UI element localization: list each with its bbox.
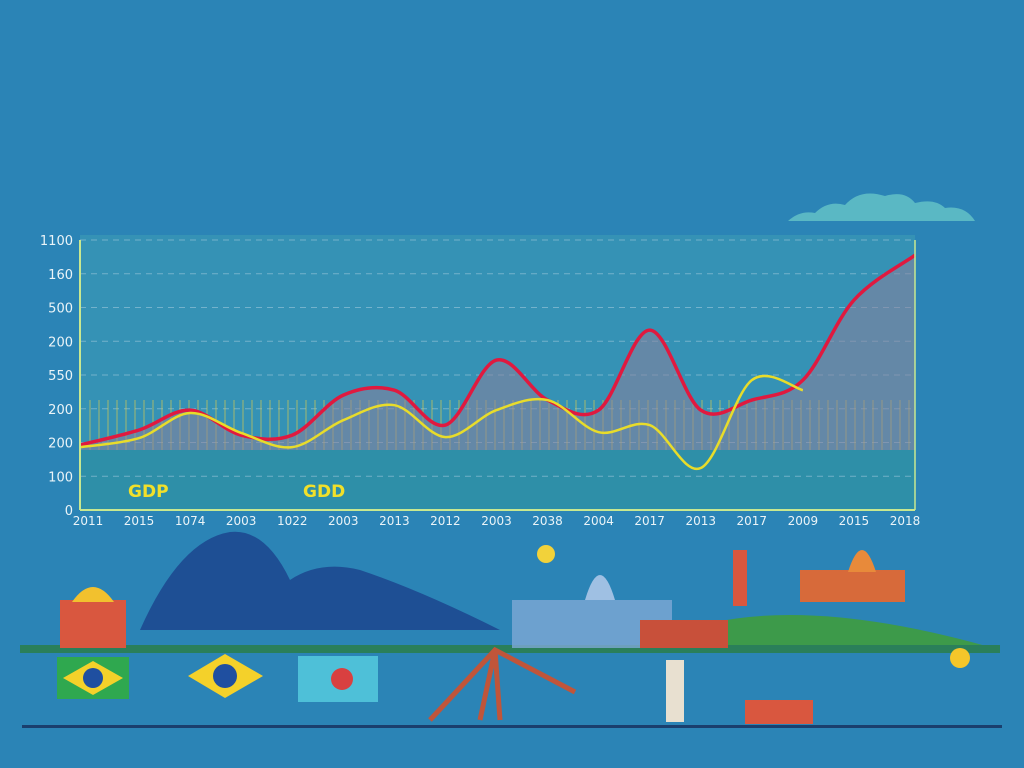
- building-left: [60, 600, 126, 648]
- y-tick-label: 200: [48, 403, 73, 418]
- brazil-landmarks-illustration: [20, 531, 1002, 728]
- hill-green: [640, 615, 1000, 650]
- sun-icon: [950, 648, 970, 668]
- ground-strip: [20, 645, 1000, 653]
- series-line-1: [79, 374, 804, 471]
- lower-band: [80, 450, 915, 510]
- crane: [428, 646, 577, 722]
- y-tick-label: 1100: [40, 234, 73, 249]
- x-tick-label: 2003: [226, 514, 257, 528]
- x-tick-label: 1022: [277, 514, 308, 528]
- x-tick-label: 2015: [839, 514, 870, 528]
- x-tick-label: 1074: [175, 514, 206, 528]
- x-tick-label: 2012: [430, 514, 461, 528]
- x-tick-label: 2003: [328, 514, 359, 528]
- y-tick-label: 100: [48, 470, 73, 485]
- x-tick-label: 2015: [124, 514, 155, 528]
- x-tick-label: 2013: [379, 514, 410, 528]
- lighthouse: [666, 660, 684, 722]
- y-tick-label: 0: [65, 504, 73, 519]
- y-tick-label: 550: [48, 369, 73, 384]
- x-tick-label: 2004: [583, 514, 614, 528]
- x-tick-label: 2003: [481, 514, 512, 528]
- house-red: [745, 700, 813, 724]
- dome-yellow: [72, 587, 114, 602]
- annotation-gdp: GDP: [128, 482, 169, 502]
- cathedral: [800, 570, 905, 602]
- flag-globe: [83, 668, 103, 688]
- cloud: [788, 193, 975, 221]
- x-tick-label: 2017: [634, 514, 665, 528]
- y-tick-label: 500: [48, 302, 73, 317]
- moon-icon: [537, 545, 555, 563]
- church-red: [640, 620, 728, 648]
- cathedral-dome: [848, 550, 876, 572]
- flag-3-emblem: [331, 668, 353, 690]
- tower: [733, 550, 747, 606]
- y-tick-label: 200: [48, 335, 73, 350]
- ground-line: [22, 725, 1002, 728]
- y-tick-label: 160: [48, 268, 73, 283]
- x-tick-label: 2038: [532, 514, 563, 528]
- x-tick-label: 2011: [73, 514, 104, 528]
- line-chart: 1100 160 500 200 550 200 200 100 0 2011 2015 1074 2…: [40, 193, 975, 528]
- capitol-dome: [585, 575, 615, 600]
- mountain-dark: [140, 531, 500, 630]
- y-tick-label: 200: [48, 437, 73, 452]
- x-tick-label: 2018: [890, 514, 921, 528]
- x-tick-label: 2017: [737, 514, 768, 528]
- annotation-gdd: GDD: [303, 482, 345, 502]
- x-tick-label: 2013: [685, 514, 716, 528]
- flag-globe-2: [213, 664, 237, 688]
- x-tick-label: 2009: [788, 514, 819, 528]
